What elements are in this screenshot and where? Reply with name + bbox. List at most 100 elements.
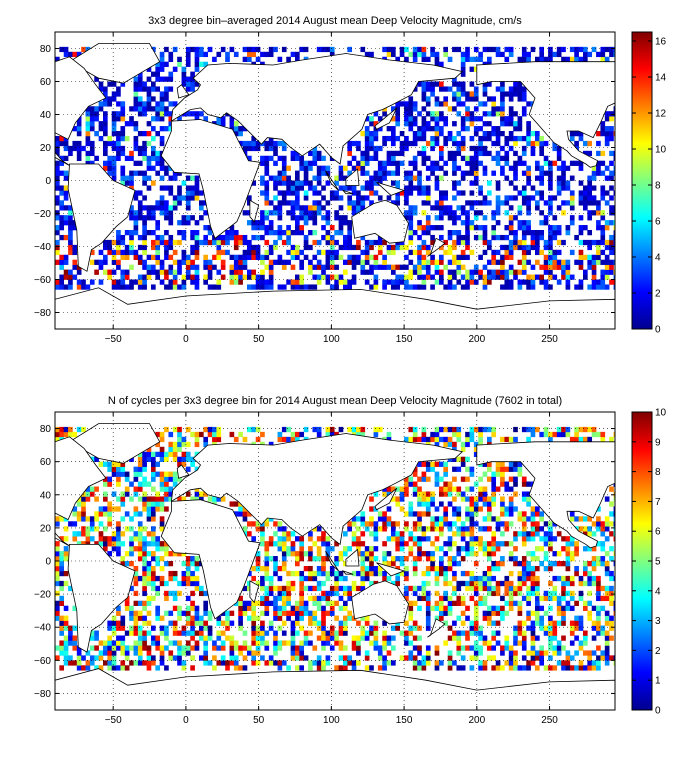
bin-cell	[469, 645, 475, 651]
bin-cell	[133, 254, 139, 260]
bin-cell	[513, 244, 518, 251]
bin-cell	[495, 111, 501, 117]
bin-cell	[347, 185, 353, 191]
bin-cell	[447, 521, 453, 527]
bin-cell	[137, 215, 143, 221]
bin-cell	[609, 511, 614, 517]
bin-cell	[478, 269, 483, 275]
bin-cell	[487, 516, 492, 522]
bin-cell	[613, 205, 615, 211]
bin-cell	[482, 145, 488, 152]
bin-cell	[137, 486, 143, 492]
bin-cell	[382, 264, 387, 270]
bin-cell	[98, 461, 104, 467]
bin-cell	[85, 660, 91, 666]
bin-cell	[521, 665, 527, 671]
bin-cell	[452, 244, 457, 251]
bin-cell	[151, 556, 156, 562]
bin-cell	[295, 551, 300, 557]
bin-cell	[55, 541, 60, 547]
bin-cell	[137, 600, 143, 606]
bin-cell	[247, 284, 252, 290]
bin-cell	[495, 160, 501, 166]
bin-cell	[151, 575, 156, 582]
bin-cell	[242, 239, 248, 246]
bin-cell	[155, 635, 161, 641]
bin-cell	[190, 561, 195, 567]
bin-cell	[565, 259, 571, 265]
bin-cell	[116, 116, 121, 122]
bin-cell	[417, 175, 422, 181]
bin-cell	[482, 610, 488, 616]
bin-cell	[203, 441, 209, 448]
bin-cell	[491, 635, 497, 641]
bin-cell	[587, 590, 593, 597]
bin-cell	[452, 561, 457, 567]
bin-cell	[395, 135, 401, 142]
bin-cell	[478, 486, 483, 492]
bin-cell	[408, 259, 414, 265]
bin-cell	[329, 610, 335, 616]
bin-cell	[478, 56, 483, 62]
bin-cell	[194, 491, 200, 497]
bin-cell	[417, 46, 422, 53]
bin-cell	[508, 461, 514, 467]
bin-cell	[469, 471, 475, 477]
bin-cell	[137, 610, 143, 616]
bin-cell	[517, 210, 523, 216]
bin-cell	[155, 461, 161, 467]
bin-cell	[98, 536, 104, 542]
bin-cell	[159, 451, 165, 457]
bin-cell	[216, 239, 222, 246]
bin-cell	[356, 140, 361, 147]
bin-cell	[308, 264, 313, 270]
bin-cell	[312, 526, 318, 532]
bin-cell	[142, 220, 147, 226]
bin-cell	[391, 635, 396, 641]
bin-cell	[137, 244, 143, 251]
bin-cell	[185, 570, 191, 577]
bin-cell	[168, 496, 174, 502]
bin-cell	[517, 640, 523, 646]
bin-cell	[521, 481, 527, 487]
bin-cell	[596, 254, 601, 260]
bin-cell	[155, 116, 161, 122]
bin-cell	[421, 436, 427, 443]
bin-cell	[578, 640, 584, 646]
bin-cell	[338, 595, 344, 602]
bin-cell	[578, 284, 584, 290]
bin-cell	[530, 565, 536, 572]
bin-cell	[168, 205, 174, 211]
bin-cell	[504, 121, 510, 127]
bin-cell	[517, 126, 523, 132]
bin-cell	[55, 239, 60, 246]
bin-cell	[421, 51, 427, 58]
bin-cell	[613, 431, 615, 438]
bin-cell	[425, 570, 431, 577]
bin-cell	[334, 175, 339, 181]
bin-cell	[347, 426, 353, 433]
bin-cell	[290, 230, 296, 236]
bin-cell	[552, 234, 558, 241]
bin-cell	[316, 556, 322, 562]
bin-cell	[59, 516, 65, 522]
bin-cell	[539, 51, 545, 58]
bin-cell	[295, 279, 300, 285]
bin-cell	[574, 51, 579, 58]
bin-cell	[103, 546, 108, 552]
bin-cell	[329, 570, 335, 577]
bin-cell	[543, 140, 549, 147]
bin-cell	[172, 446, 178, 453]
bin-cell	[439, 610, 444, 616]
bin-cell	[98, 650, 104, 656]
bin-cell	[98, 121, 104, 127]
bin-cell	[299, 536, 305, 542]
bin-cell	[452, 630, 457, 636]
bin-cell	[434, 605, 440, 611]
bin-cell	[596, 284, 601, 290]
bin-cell	[207, 269, 213, 275]
bin-cell	[412, 249, 418, 256]
bin-cell	[325, 259, 331, 265]
bin-cell	[142, 106, 147, 112]
bin-cell	[417, 150, 422, 157]
